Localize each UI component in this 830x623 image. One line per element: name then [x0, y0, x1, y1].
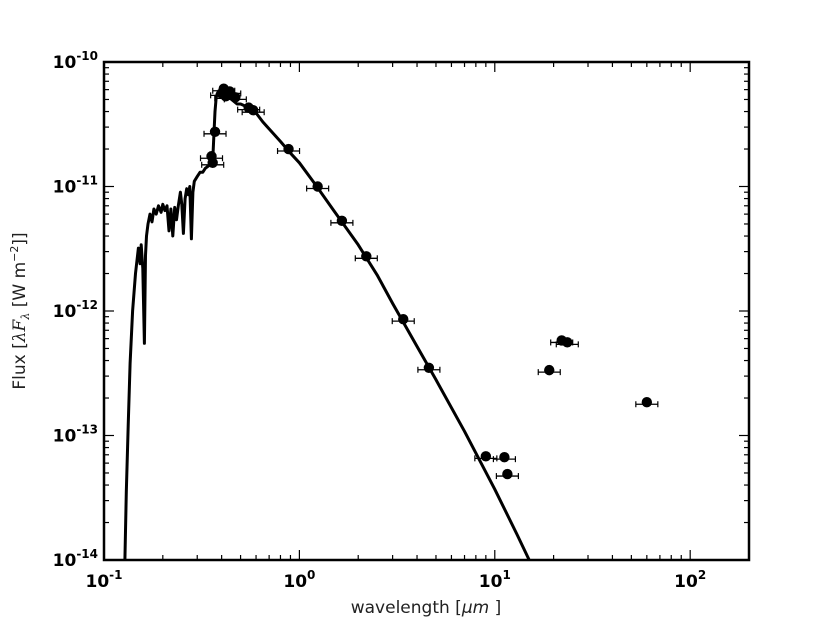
- data-point: [306, 181, 330, 192]
- data-point: [495, 468, 519, 480]
- data-point: [391, 313, 415, 325]
- data-point: [537, 364, 561, 376]
- data-point: [203, 126, 227, 138]
- data-point: [354, 251, 378, 262]
- point-marker: [499, 451, 510, 463]
- x-tick-label: 100: [283, 568, 315, 592]
- point-marker: [562, 337, 573, 348]
- x-tick-label: 101: [479, 568, 511, 592]
- tick-labels: 10-1 100 101 102 10-14 10-13 10-12 10-11 10-10: [53, 49, 707, 592]
- y-tick-label: 10-11: [53, 174, 98, 198]
- data-point: [330, 215, 354, 227]
- data-point: [492, 451, 517, 463]
- point-marker: [312, 181, 323, 192]
- point-marker: [480, 451, 492, 462]
- data-point: [241, 105, 265, 116]
- y-tick-label: 10-14: [53, 547, 98, 571]
- plot-frame: [102, 60, 751, 562]
- point-marker: [336, 215, 348, 227]
- point-marker: [247, 105, 259, 116]
- data-point: [201, 157, 225, 169]
- point-marker: [502, 468, 513, 480]
- point-marker: [398, 313, 409, 325]
- data-point: [555, 337, 579, 348]
- x-tick-label: 10-1: [85, 568, 122, 592]
- point-marker: [209, 126, 221, 138]
- y-axis-label: Flux [λFλ [W m−2]]: [8, 232, 32, 389]
- x-axis-label: wavelength [μm ]: [351, 598, 502, 618]
- point-marker: [641, 397, 653, 408]
- y-tick-label: 10-13: [53, 423, 98, 447]
- data-point: [635, 397, 659, 408]
- point-marker: [207, 157, 218, 169]
- y-tick-label: 10-12: [53, 298, 98, 322]
- point-marker: [423, 362, 435, 373]
- plot-area: [104, 62, 749, 560]
- y-tick-label: 10-10: [53, 49, 98, 73]
- x-tick-label: 102: [674, 568, 706, 592]
- data-point: [276, 143, 301, 155]
- point-marker: [283, 143, 294, 155]
- point-marker: [230, 92, 241, 103]
- photometry-points: [199, 83, 659, 480]
- data-point: [223, 92, 247, 103]
- point-marker: [361, 251, 372, 262]
- point-marker: [544, 364, 555, 376]
- data-point: [417, 362, 441, 373]
